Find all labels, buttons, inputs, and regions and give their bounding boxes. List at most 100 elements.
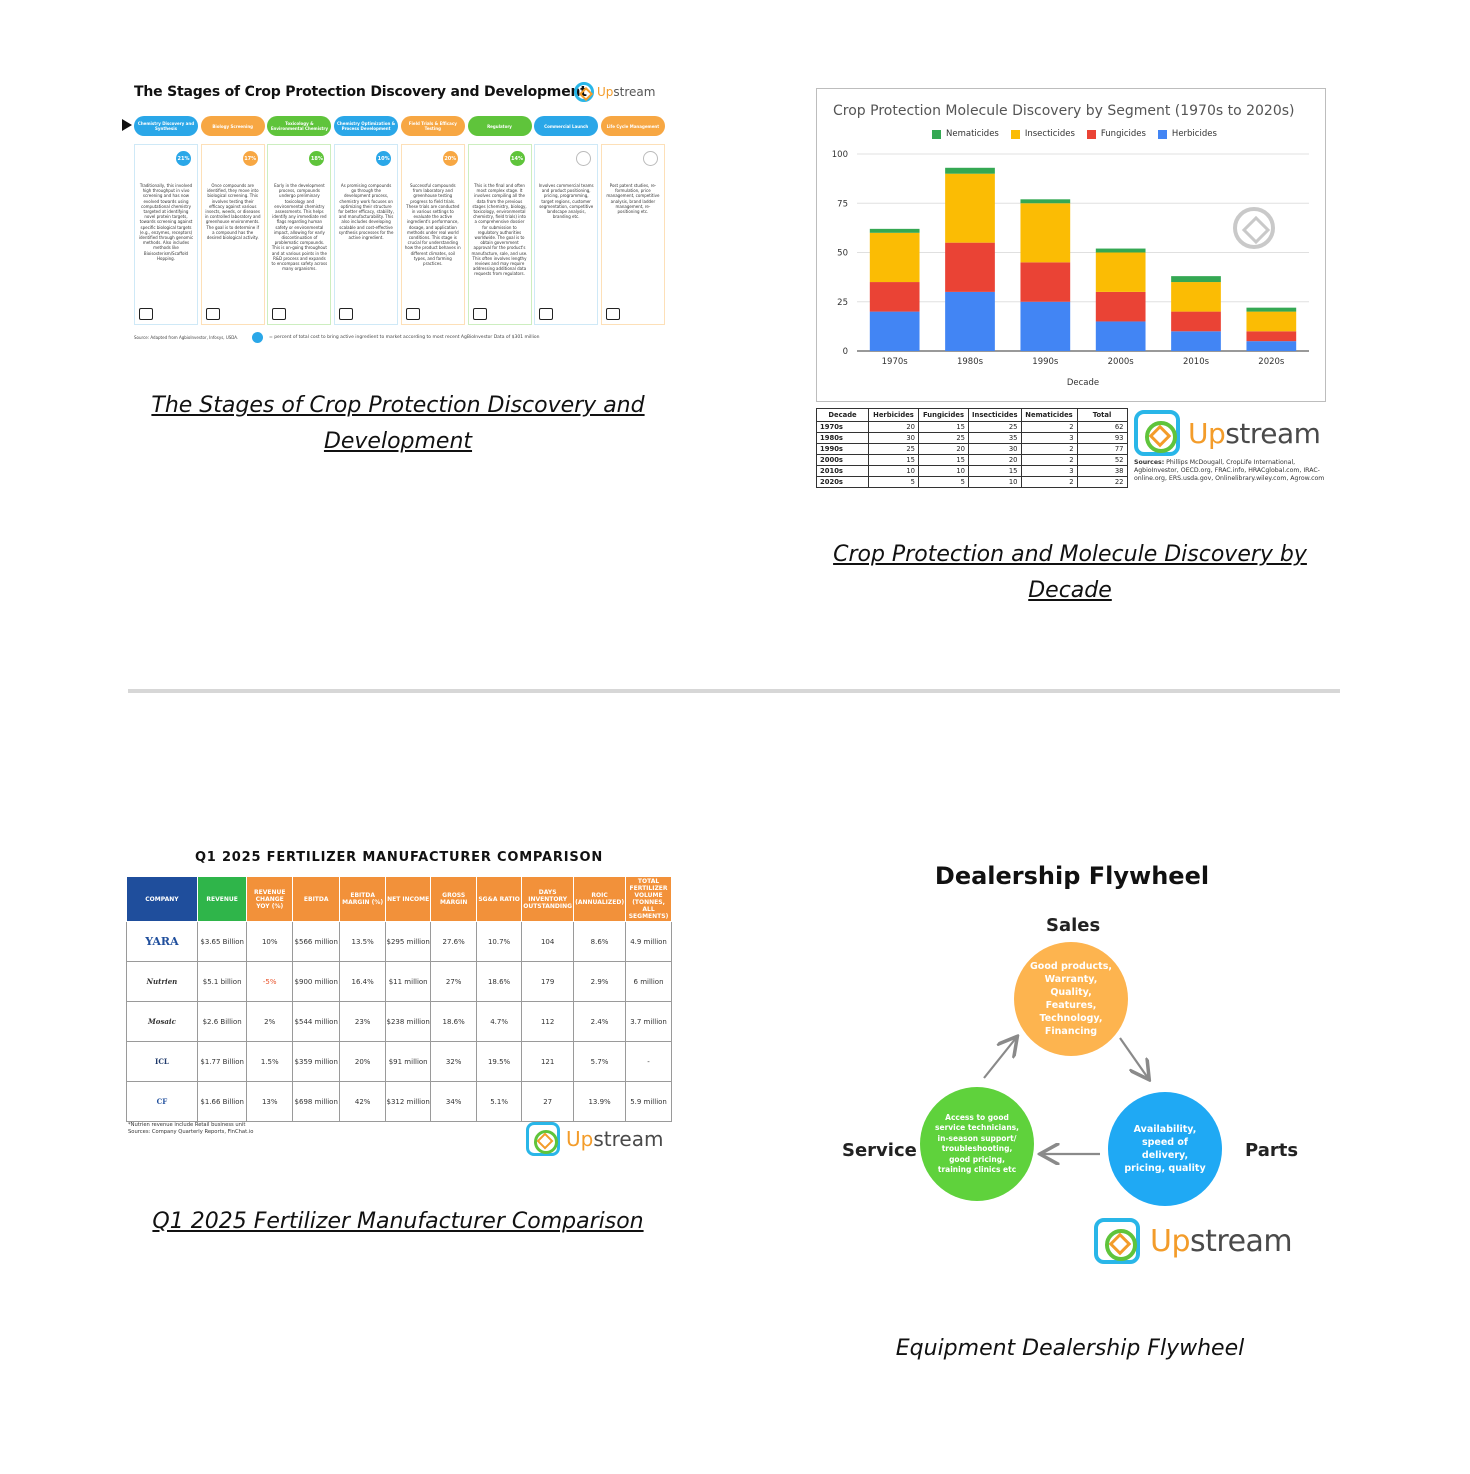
fertilizer-notes: *Nutrien revenue include Retail business… <box>128 1122 253 1136</box>
y-tick-label: 50 <box>837 249 848 259</box>
caption-stages-link[interactable]: The Stages of Crop Protection Discovery … <box>151 393 645 454</box>
stage-pill: Field Trials & Efficacy Testing <box>400 116 465 136</box>
cost-share-badge: 21% <box>176 151 191 166</box>
table-header-cell: EBITDA MARGIN (%) <box>339 876 386 922</box>
table-header-cell: Insecticides <box>968 408 1022 422</box>
table-cell: $900 million <box>292 961 341 1002</box>
table-header-cell: Decade <box>816 408 869 422</box>
table-cell: 2 <box>1020 476 1078 488</box>
upstream-watermark-icon <box>1233 207 1275 249</box>
table-cell: 121 <box>521 1041 575 1082</box>
bar-segment-insecticides <box>1020 203 1071 263</box>
legend-label: Fungicides <box>1100 129 1146 139</box>
table-cell: $238 million <box>384 1001 432 1042</box>
molecule-chart-card[interactable]: Crop Protection Molecule Discovery by Se… <box>816 88 1326 488</box>
table-cell: 20 <box>968 454 1022 466</box>
fertilizer-note: *Nutrien revenue include Retail business… <box>128 1122 246 1128</box>
table-row: 2020s 5 5 10 2 22 <box>816 476 1128 488</box>
table-cell: 27 <box>521 1081 575 1122</box>
table-cell: 25 <box>968 421 1022 433</box>
table-header-cell: GROSS MARGIN <box>430 876 477 922</box>
table-cell: 19.5% <box>475 1041 523 1082</box>
table-row: 2000s 15 15 20 2 52 <box>816 454 1128 466</box>
table-cell: 13.5% <box>339 921 386 962</box>
table-row: Mosaic $2.6 Billion 2% $544 million 23% $238 … <box>126 1001 672 1042</box>
table-cell: 30 <box>968 443 1022 455</box>
y-tick-label: 25 <box>837 298 848 308</box>
table-header-cell: REVENUE CHANGE YOY (%) <box>246 876 294 922</box>
table-header-cell: TOTAL FERTILIZER VOLUME (TONNES, ALL SEG… <box>625 876 672 922</box>
stage-description: Traditionally, this involved high throug… <box>138 183 194 261</box>
table-header-cell: Nematicides <box>1020 408 1078 422</box>
x-tick-label: 2000s <box>1108 357 1135 367</box>
caption-fertilizer-link[interactable]: Q1 2025 Fertilizer Manufacturer Comparis… <box>152 1209 644 1234</box>
legend-item: Insecticides <box>1010 129 1075 139</box>
cost-share-badge: 17% <box>242 151 258 166</box>
x-axis-label: Decade <box>1067 378 1099 388</box>
service-label: Service <box>842 1140 917 1161</box>
table-cell: 10 <box>868 465 919 477</box>
stage-icon <box>605 308 620 320</box>
x-tick-label: 1980s <box>957 357 984 367</box>
fertilizer-comparison-card[interactable]: Q1 2025 FERTILIZER MANUFACTURER COMPARIS… <box>126 846 672 1162</box>
table-cell: $3.65 Billion <box>196 921 248 962</box>
table-row: 1990s 25 20 30 2 77 <box>816 443 1128 455</box>
stages-legend-text: = percent of total cost to bring active … <box>269 335 540 340</box>
arrow-right-icon <box>122 119 132 131</box>
bar-segment-nematicides <box>1020 199 1071 204</box>
table-cell: 2.9% <box>573 961 627 1002</box>
table-cell: 18.6% <box>475 961 523 1002</box>
table-cell: 5 <box>868 476 919 488</box>
stage-box: 17% Once compounds are identified, they m… <box>200 144 265 325</box>
cost-share-badge: 14% <box>509 151 525 166</box>
legend-swatch <box>1086 129 1096 139</box>
table-cell: 2 <box>1020 443 1078 455</box>
table-header-cell: SG&A RATIO <box>475 876 523 922</box>
table-header-cell: DAYS INVENTORY OUTSTANDING <box>521 876 575 922</box>
bar-segment-nematicides <box>869 228 920 233</box>
parts-circle: Availability, speed of delivery, pricing… <box>1108 1092 1222 1206</box>
stage-description: This is the final and often most complex… <box>471 183 528 277</box>
table-cell: 112 <box>521 1001 575 1042</box>
bar-segment-insecticides <box>1246 311 1297 332</box>
table-cell: $566 million <box>292 921 341 962</box>
table-cell: 2020s <box>816 476 869 488</box>
bar-segment-fungicides <box>869 282 920 312</box>
bar-segment-insecticides <box>945 173 995 243</box>
table-row: 2010s 10 10 15 3 38 <box>816 465 1128 477</box>
stage-pill: Chemistry Optimization & Process Develop… <box>334 116 399 136</box>
table-cell: 15 <box>918 454 969 466</box>
section-divider <box>128 689 1340 693</box>
table-cell: 23% <box>339 1001 386 1042</box>
table-cell: $1.66 Billion <box>196 1081 248 1122</box>
stage-pills: Chemistry Discovery and Synthesis Biology… <box>132 116 668 136</box>
sources-text: Phillips McDougall, CropLife Internation… <box>1134 459 1325 482</box>
stages-footnote: Source: Adapted from AgbioInvestor, Info… <box>134 335 239 340</box>
table-cell: 20 <box>868 421 919 433</box>
flywheel-card[interactable]: Dealership Flywheel Sales Service Parts … <box>830 860 1310 1280</box>
legend-dot-icon <box>252 332 263 343</box>
table-cell: 25 <box>868 443 919 455</box>
caption-molecule-link[interactable]: Crop Protection and Molecule Discovery b… <box>833 542 1307 603</box>
molecule-data-table: Decade Herbicides Fungicides Insecticides Ne… <box>816 408 1128 488</box>
chart-title: Crop Protection Molecule Discovery by Se… <box>833 103 1295 119</box>
table-header-cell: Herbicides <box>868 408 919 422</box>
table-row: 1980s 30 25 35 3 93 <box>816 432 1128 444</box>
parts-label: Parts <box>1245 1140 1299 1161</box>
table-cell: 10.7% <box>475 921 523 962</box>
upstream-wordmark: Upstream <box>1188 416 1321 450</box>
legend-item: Herbicides <box>1157 129 1217 139</box>
stage-pill: Regulatory <box>467 116 532 136</box>
table-cell: 20 <box>918 443 969 455</box>
stage-box: 21% Traditionally, this involved high thr… <box>134 144 198 325</box>
legend-swatch <box>932 129 941 139</box>
stage-icon <box>539 308 554 320</box>
upstream-wordmark: Upstream <box>1150 1223 1293 1259</box>
stages-infographic[interactable]: The Stages of Crop Protection Discovery … <box>122 76 670 351</box>
stage-pill: Chemistry Discovery and Synthesis <box>134 116 198 136</box>
chart-frame: Crop Protection Molecule Discovery by Se… <box>816 88 1326 402</box>
bar-segment-fungicides <box>1171 311 1221 332</box>
table-cell: 2 <box>1020 421 1078 433</box>
upstream-logo: Upstream <box>1094 1218 1293 1264</box>
table-row: Nutrien $5.1 billion -5% $900 million 16.4% $… <box>126 961 672 1002</box>
